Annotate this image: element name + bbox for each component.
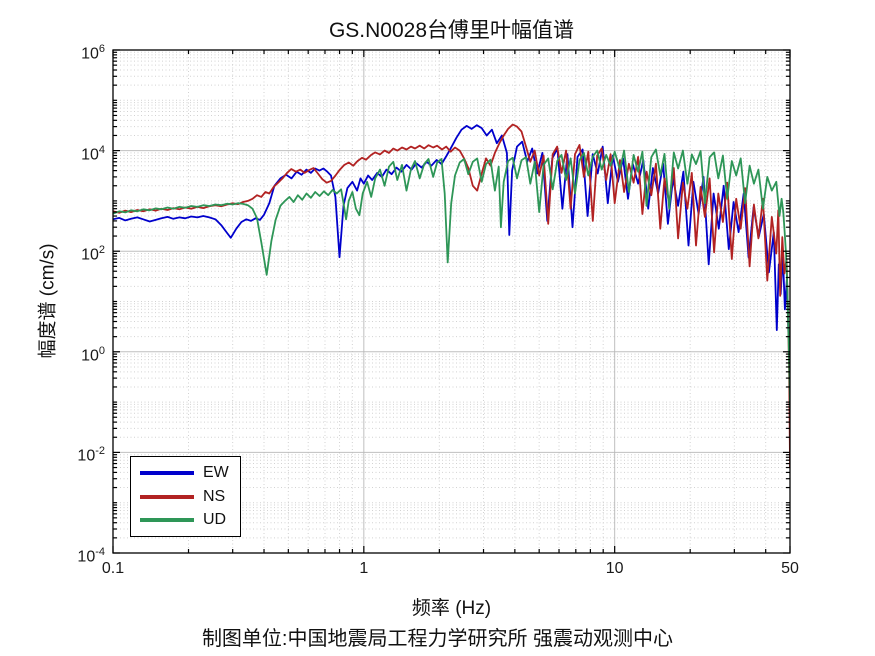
x-tick-label-0.1: 0.1: [101, 560, 125, 577]
series-line-EW: [113, 124, 790, 349]
legend-swatch-UD: [140, 518, 194, 523]
legend-swatch-NS: [140, 494, 194, 499]
x-tick-label-10: 10: [605, 560, 624, 577]
legend-label-NS: NS: [203, 487, 226, 505]
x-tick-label-1: 1: [359, 560, 369, 577]
y-tick-label-10e-2: 10-2: [77, 445, 105, 465]
data-series-group: [113, 123, 790, 469]
legend-swatch-EW: [140, 470, 194, 475]
y-tick-label-10e4: 104: [81, 143, 105, 163]
y-tick-label-10e0: 100: [81, 344, 105, 365]
x-axis-label: 频率 (Hz): [411, 598, 492, 619]
legend-entry-EW: EW: [131, 461, 240, 485]
major-grid: [113, 50, 790, 553]
axes-frame: [112, 49, 791, 554]
x-tick-label-50: 50: [781, 560, 799, 577]
chart-title: GS.N0028台傅里叶幅值谱: [328, 19, 575, 42]
legend: EW NS UD: [130, 456, 241, 537]
legend-label-UD: UD: [203, 511, 227, 529]
y-tick-label-10e2: 102: [81, 244, 105, 264]
y-tick-label-10e-4: 10-4: [77, 546, 105, 566]
figure-caption: 制图单位:中国地震局工程力学研究所 强震动观测中心: [201, 628, 674, 650]
series-line-UD: [113, 148, 790, 408]
legend-entry-NS: NS: [131, 485, 240, 509]
legend-entry-UD: UD: [131, 508, 240, 532]
tick-marks: [112, 49, 791, 554]
series-line-NS: [113, 123, 790, 469]
legend-label-EW: EW: [203, 463, 229, 481]
y-tick-label-10e6: 106: [81, 43, 105, 63]
